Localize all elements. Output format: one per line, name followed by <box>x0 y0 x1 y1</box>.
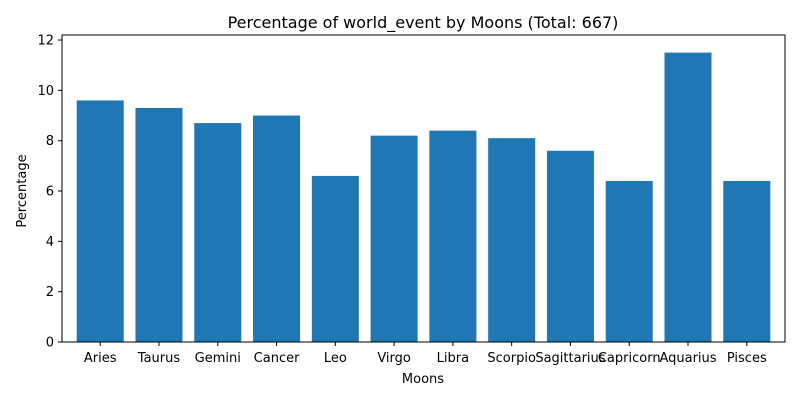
x-tick-label: Scorpio <box>487 351 536 366</box>
bar-sagittarius <box>546 150 594 342</box>
y-tick-label: 6 <box>46 185 54 200</box>
x-tick-label: Gemini <box>195 351 241 366</box>
bar-leo <box>311 175 359 342</box>
x-tick-label: Cancer <box>254 351 300 366</box>
bar-virgo <box>370 135 418 342</box>
bar-cancer <box>253 115 301 342</box>
x-tick-label: Capricorn <box>598 351 661 366</box>
bar-libra <box>429 130 477 342</box>
plot-area-frame <box>61 34 786 343</box>
y-tick-group: 0 2 4 6 8 10 12 <box>37 34 62 351</box>
bar-pisces <box>723 180 771 342</box>
bar-taurus <box>135 107 183 343</box>
y-tick-label: 0 <box>46 336 54 351</box>
x-tick-label: Leo <box>324 351 347 366</box>
bar-scorpio <box>488 138 536 342</box>
y-tick-label: 12 <box>37 34 54 49</box>
x-tick-label: Pisces <box>727 351 767 366</box>
y-tick-label: 10 <box>37 84 54 99</box>
x-tick-label: Virgo <box>377 351 411 366</box>
y-tick-label: 2 <box>46 285 54 300</box>
y-axis-label: Percentage <box>15 154 30 227</box>
y-tick-label: 8 <box>46 134 54 149</box>
x-tick-group: Aries Taurus Gemini Cancer Leo Virgo Libra Scor… <box>84 342 767 366</box>
y-tick-label: 4 <box>46 235 54 250</box>
bar-capricorn <box>605 180 653 342</box>
x-tick-label: Taurus <box>137 351 181 366</box>
chart-title: Percentage of world_event by Moons (Tota… <box>228 13 619 33</box>
x-tick-label: Libra <box>437 351 469 366</box>
bar-aquarius <box>664 52 712 343</box>
x-axis-label: Moons <box>402 372 444 387</box>
bars-group <box>76 52 771 343</box>
bar-gemini <box>194 123 242 343</box>
x-tick-label: Aquarius <box>659 351 716 366</box>
x-tick-label: Sagittarius <box>535 351 605 366</box>
bar-aries <box>76 100 124 342</box>
x-tick-label: Aries <box>84 351 117 366</box>
